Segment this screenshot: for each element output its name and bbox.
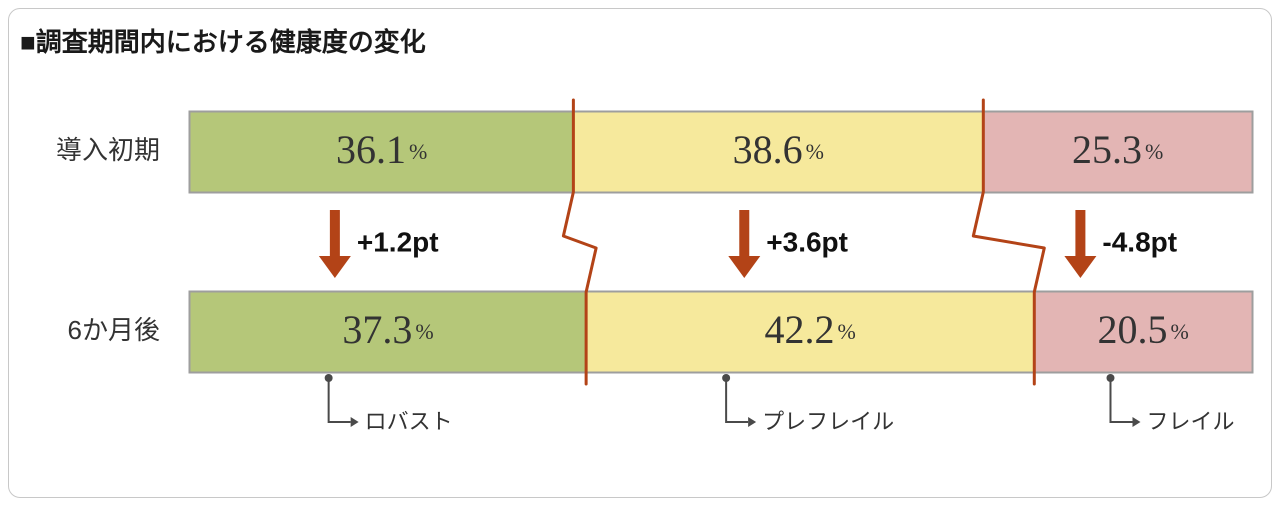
delta-label: +1.2pt — [357, 226, 439, 257]
chart-svg: 導入初期36.1%38.6%25.3%6か月後37.3%42.2%20.5%+1… — [0, 0, 1280, 506]
delta-label: +3.6pt — [766, 226, 848, 257]
leader-arrowhead-icon — [351, 417, 359, 427]
category-label: フレイル — [1146, 409, 1234, 434]
category-label: プレフレイル — [762, 409, 894, 434]
category-label: ロバスト — [365, 409, 453, 434]
leader-arrowhead-icon — [1132, 417, 1140, 427]
row-label: 導入初期 — [56, 135, 160, 165]
delta-arrowhead-icon — [728, 256, 760, 278]
delta-arrowhead-icon — [319, 256, 351, 278]
delta-arrowhead-icon — [1064, 256, 1096, 278]
leader-line — [1110, 378, 1132, 422]
delta-label: -4.8pt — [1102, 226, 1177, 257]
chart-container: ■調査期間内における健康度の変化 導入初期36.1%38.6%25.3%6か月後… — [0, 0, 1280, 506]
row-label: 6か月後 — [68, 315, 160, 345]
leader-line — [329, 378, 351, 422]
leader-arrowhead-icon — [748, 417, 756, 427]
leader-line — [726, 378, 748, 422]
